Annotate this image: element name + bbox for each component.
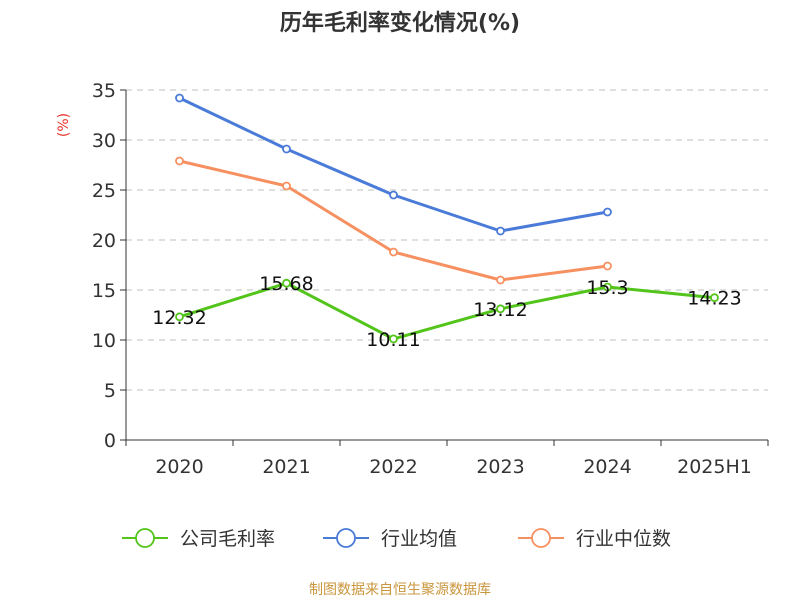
data-point xyxy=(175,312,184,322)
data-point xyxy=(603,282,612,292)
data-label: 10.11 xyxy=(366,329,420,351)
data-point xyxy=(603,207,612,217)
series-0 xyxy=(175,278,719,344)
data-point xyxy=(175,93,184,103)
data-label: 14.23 xyxy=(687,288,741,310)
y-axis-label: (%) xyxy=(56,113,72,137)
y-tick-label: 20 xyxy=(92,230,116,252)
data-point xyxy=(603,261,612,271)
data-label: 15.68 xyxy=(259,273,313,295)
y-tick-label: 10 xyxy=(92,330,116,352)
x-tick-label: 2025H1 xyxy=(677,456,752,478)
x-tick-label: 2020 xyxy=(155,456,203,478)
legend-marker-icon xyxy=(531,528,551,548)
series-line xyxy=(178,96,608,233)
data-labels: 12.32 15.68 10.11 13.12 15.3 14.23 xyxy=(152,273,741,351)
series-2 xyxy=(175,156,612,285)
y-tick-label: 0 xyxy=(104,430,116,452)
x-tick-label: 2022 xyxy=(369,456,417,478)
data-point xyxy=(282,181,291,191)
data-point xyxy=(389,190,398,200)
data-point xyxy=(496,226,505,236)
y-tick-label: 35 xyxy=(92,80,116,102)
legend-item[interactable]: 行业中位数 xyxy=(518,528,671,550)
x-tick-label: 2024 xyxy=(583,456,631,478)
legend-marker-icon xyxy=(135,528,155,548)
data-point xyxy=(389,334,398,344)
legend-item[interactable]: 公司毛利率 xyxy=(122,528,275,550)
data-point xyxy=(282,278,291,288)
data-point xyxy=(496,275,505,285)
series-line xyxy=(179,281,715,341)
legend-label: 公司毛利率 xyxy=(180,528,275,550)
source-note: 制图数据来自恒生聚源数据库 xyxy=(309,582,491,598)
legend-item[interactable]: 行业均值 xyxy=(323,528,457,550)
y-tick-label: 25 xyxy=(92,180,116,202)
data-label: 13.12 xyxy=(473,299,527,321)
data-point xyxy=(389,247,398,257)
x-tick-label: 2021 xyxy=(262,456,310,478)
y-tick-label: 30 xyxy=(92,130,116,152)
chart-title: 历年毛利率变化情况(%) xyxy=(280,10,520,36)
y-tick-label: 15 xyxy=(92,280,116,302)
data-label: 12.32 xyxy=(152,307,206,329)
series-1 xyxy=(175,93,612,236)
grid-lines xyxy=(126,89,768,391)
legend: 公司毛利率 行业均值 行业中位数 xyxy=(122,528,671,550)
series-layer xyxy=(175,93,719,344)
axes: 0 5 10 15 20 25 30 35 2020 2021 2022 2023 2024 2025H1 xyxy=(92,80,769,478)
legend-label: 行业中位数 xyxy=(576,528,671,550)
data-point xyxy=(175,156,184,166)
legend-marker-icon xyxy=(336,528,356,548)
data-point xyxy=(282,144,291,154)
series-line xyxy=(179,159,608,282)
y-tick-label: 5 xyxy=(104,380,116,402)
x-tick-label: 2023 xyxy=(476,456,524,478)
data-point xyxy=(496,304,505,314)
legend-label: 行业均值 xyxy=(381,528,457,550)
data-point xyxy=(710,293,719,303)
data-label: 15.3 xyxy=(586,277,628,299)
